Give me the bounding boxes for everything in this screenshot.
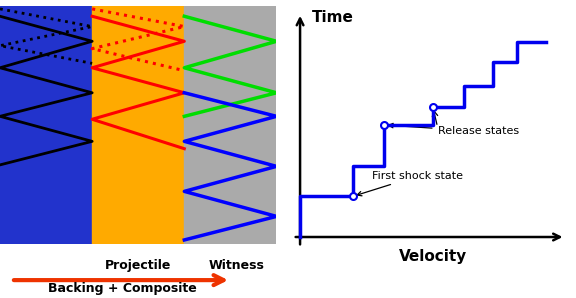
Text: Release states: Release states [389,123,519,136]
Text: Backing + Composite: Backing + Composite [48,282,197,295]
Text: Witness: Witness [208,259,264,272]
Bar [0,6,92,244]
Text: Time: Time [312,10,354,25]
Bar [92,6,184,244]
Text: First shock state: First shock state [357,171,464,196]
Bar [184,6,276,244]
Text: Velocity: Velocity [399,249,467,264]
Text: Projectile: Projectile [105,259,172,272]
